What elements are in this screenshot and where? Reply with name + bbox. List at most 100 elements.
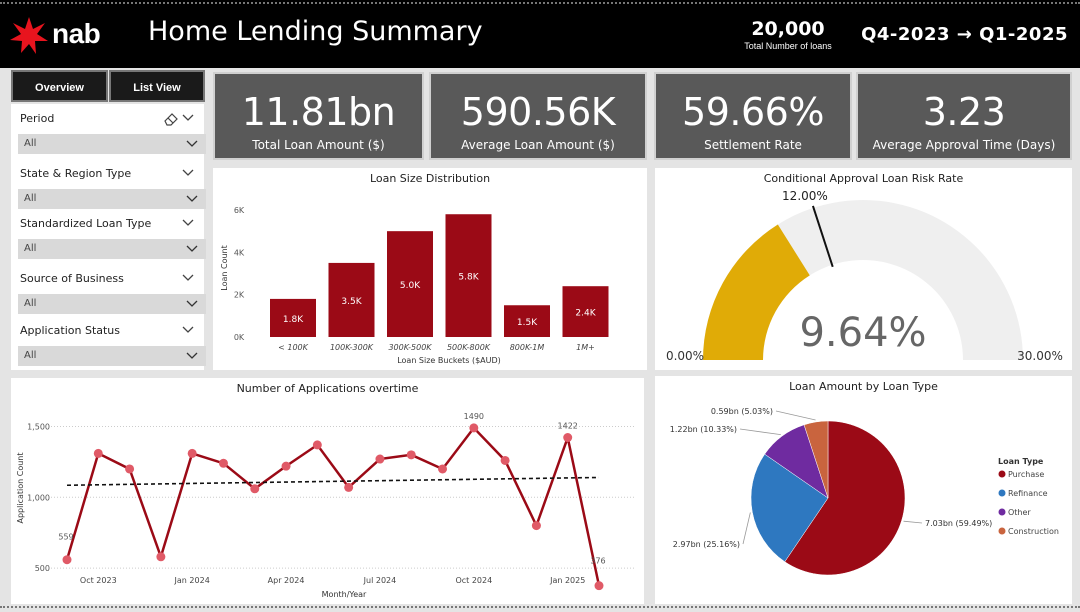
legend-item: Construction xyxy=(1008,527,1059,536)
gauge-max-label: 30.00% xyxy=(1017,349,1063,363)
pie-slice xyxy=(803,420,829,499)
gauge-value-label: 9.64% xyxy=(799,310,926,356)
y-axis-label: Application Count xyxy=(16,453,25,524)
filter-source-select[interactable]: All xyxy=(18,294,206,314)
legend-marker xyxy=(998,470,1006,478)
bar xyxy=(270,298,316,337)
legend-item: Refinance xyxy=(1008,489,1048,498)
y-tick-label: 2K xyxy=(234,291,245,300)
bar xyxy=(387,231,433,337)
legend-marker xyxy=(998,527,1006,535)
loan-type-panel: Loan Amount by Loan Type 7.03bn (59.49%)… xyxy=(655,376,1072,604)
legend-item: Purchase xyxy=(1008,470,1044,479)
loan-size-distribution-panel: Loan Size Distribution 0K 2K 4K 6K 1.8K < 100… xyxy=(213,168,647,370)
chevron-down-icon[interactable] xyxy=(182,274,194,282)
filter-status-label: Application Status xyxy=(20,324,121,337)
bar xyxy=(562,286,609,337)
trend-line xyxy=(66,476,600,487)
data-point xyxy=(250,484,260,494)
chart-title: Number of Applications overtime xyxy=(236,382,419,395)
legend-marker xyxy=(998,489,1006,497)
legend-title: Loan Type xyxy=(998,457,1044,466)
bar xyxy=(445,214,492,337)
point-data-label: 559 xyxy=(58,533,73,542)
kpi-label: Average Approval Time (Days) xyxy=(872,138,1056,152)
kpi-value: 590.56K xyxy=(460,90,616,134)
filter-state-region-value: All xyxy=(24,193,37,204)
filter-period-label: Period xyxy=(20,112,55,125)
x-tick-label: Apr 2024 xyxy=(268,576,305,585)
clear-filter-icon[interactable] xyxy=(163,112,179,126)
y-tick-label: 6K xyxy=(234,206,245,215)
applications-overtime-panel: Number of Applications overtime 500 1,000… xyxy=(11,378,644,604)
bar-data-label: 2.4K xyxy=(575,309,596,319)
point-data-label: 1490 xyxy=(464,412,484,421)
point-data-label: 376 xyxy=(590,557,605,566)
divider xyxy=(0,2,1080,4)
chart-title: Loan Amount by Loan Type xyxy=(789,380,938,393)
filter-loan-type-select[interactable]: All xyxy=(18,239,206,259)
x-tick-label: Oct 2024 xyxy=(455,576,492,585)
chevron-down-icon xyxy=(186,195,198,202)
pie-slice xyxy=(784,420,906,576)
bar-data-label: 5.8K xyxy=(458,273,479,283)
page-title: Home Lending Summary xyxy=(148,16,483,47)
data-point xyxy=(469,423,479,433)
gauge-target-marker xyxy=(811,205,834,268)
y-axis-label: Loan Count xyxy=(220,245,229,290)
x-axis-label: Loan Size Buckets ($AUD) xyxy=(397,356,501,365)
star-icon xyxy=(10,17,48,54)
filter-status-select[interactable]: All xyxy=(18,346,206,366)
data-point xyxy=(312,440,322,450)
data-point xyxy=(438,464,448,474)
x-tick-label: 1M+ xyxy=(576,343,595,352)
total-loans-label: Total Number of loans xyxy=(744,41,832,51)
y-tick-label: 4K xyxy=(234,248,245,257)
filter-panel: Period All State & Region Type All Stand… xyxy=(11,104,206,370)
tab-list-view[interactable]: List View xyxy=(109,70,205,102)
chart-title: Conditional Approval Loan Risk Rate xyxy=(763,172,964,185)
divider xyxy=(0,606,1080,608)
data-point xyxy=(281,461,291,471)
x-tick-label: 300K-500K xyxy=(388,343,432,352)
x-tick-label: 100K-300K xyxy=(330,343,374,352)
filter-loan-type-label: Standardized Loan Type xyxy=(20,217,152,230)
kpi-label: Settlement Rate xyxy=(704,138,802,152)
filter-period-select[interactable]: All xyxy=(18,134,206,154)
gauge-value-arc xyxy=(703,224,810,360)
bar-data-label: 5.0K xyxy=(400,281,421,291)
slice-data-label: 2.97bn (25.16%) xyxy=(673,540,740,549)
kpi-value: 3.23 xyxy=(922,90,1006,134)
risk-rate-gauge: 12.00% 9.64% 0.00% 30.00% xyxy=(666,189,1063,363)
x-axis-label: Month/Year xyxy=(322,590,367,599)
chevron-down-icon[interactable] xyxy=(182,114,194,122)
filter-state-region-select[interactable]: All xyxy=(18,189,206,209)
data-point xyxy=(406,450,416,460)
bar xyxy=(328,262,375,337)
leader-line xyxy=(775,410,816,421)
tab-overview[interactable]: Overview xyxy=(11,70,108,102)
y-tick-label: 1,500 xyxy=(27,422,50,431)
chevron-down-icon xyxy=(186,352,198,359)
chevron-down-icon[interactable] xyxy=(182,219,194,227)
data-point xyxy=(62,555,72,565)
kpi-card-settlement-rate: 59.66% Settlement Rate xyxy=(654,72,852,160)
kpi-label: Total Loan Amount ($) xyxy=(252,138,385,152)
leader-line xyxy=(739,428,781,436)
total-loans-value: 20,000 xyxy=(751,18,825,40)
x-tick-label: Jul 2024 xyxy=(363,576,397,585)
chevron-down-icon[interactable] xyxy=(182,169,194,177)
nab-logo: nab xyxy=(8,14,118,56)
filter-period-value: All xyxy=(24,138,37,149)
filter-source-value: All xyxy=(24,298,37,309)
bar xyxy=(504,305,550,337)
data-point xyxy=(594,581,604,591)
kpi-value: 59.66% xyxy=(682,90,824,134)
risk-rate-panel: Conditional Approval Loan Risk Rate 12.0… xyxy=(655,168,1072,370)
gauge-min-label: 0.00% xyxy=(666,349,704,363)
loan-type-pie-chart: 7.03bn (59.49%) 2.97bn (25.16%) 1.22bn (10… xyxy=(670,407,1059,576)
series-line xyxy=(65,425,601,586)
kpi-label: Average Loan Amount ($) xyxy=(461,138,615,152)
point-data-label: 1422 xyxy=(558,422,578,431)
chevron-down-icon[interactable] xyxy=(182,326,194,334)
